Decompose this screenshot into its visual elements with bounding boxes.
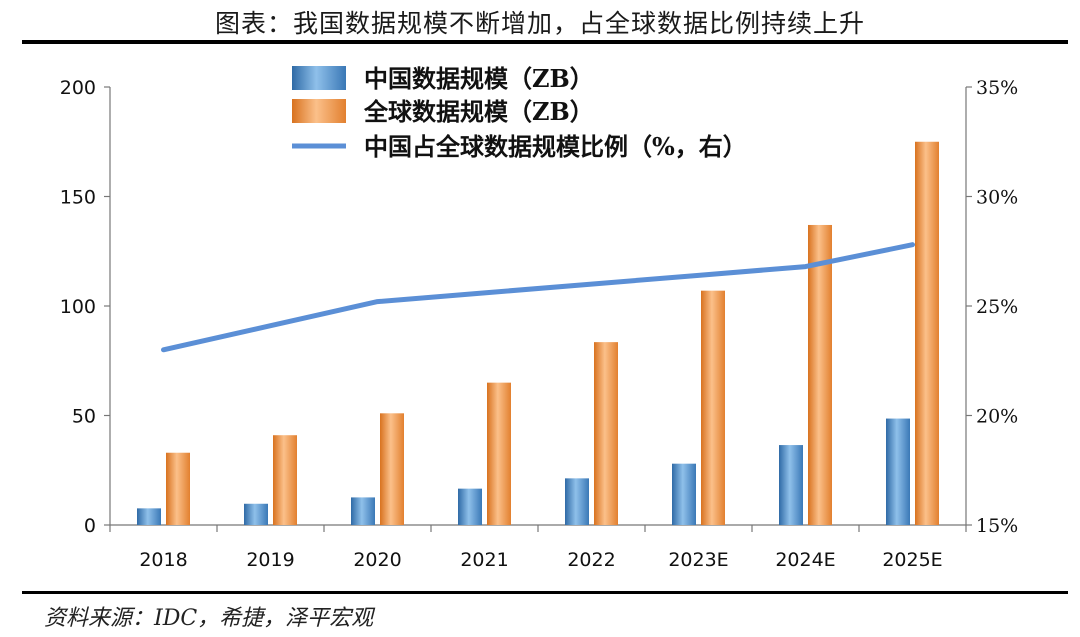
- chart-title: 图表：我国数据规模不断增加，占全球数据比例持续上升: [214, 9, 865, 38]
- bar-global: [273, 435, 297, 525]
- x-tick-label: 2025E: [882, 549, 942, 571]
- left-tick-label: 150: [60, 187, 96, 209]
- x-tick-label: 2024E: [775, 549, 835, 571]
- bar-china: [779, 445, 803, 525]
- bar-china: [137, 508, 161, 525]
- bar-china: [565, 478, 589, 525]
- bar-china: [886, 418, 910, 525]
- bar-china: [351, 497, 375, 525]
- bar-global: [166, 452, 190, 525]
- x-tick-label: 2019: [246, 549, 294, 571]
- bar-china: [244, 503, 268, 525]
- left-tick-label: 100: [60, 296, 96, 318]
- x-tick-label: 2020: [353, 549, 401, 571]
- right-tick-label: 15%: [976, 515, 1018, 537]
- bar-china: [458, 488, 482, 525]
- legend-label: 中国占全球数据规模比例（%，右）: [364, 132, 747, 161]
- x-tick-label: 2018: [139, 549, 187, 571]
- bar-global: [915, 141, 939, 525]
- right-tick-label: 30%: [976, 187, 1018, 209]
- legend-swatch-global: [292, 99, 346, 123]
- bar-global: [701, 290, 725, 525]
- x-tick-label: 2023E: [668, 549, 728, 571]
- bar-global: [487, 382, 511, 525]
- legend-swatch-china: [292, 66, 346, 90]
- x-tick-label: 2021: [460, 549, 508, 571]
- ratio-line: [161, 242, 915, 353]
- right-tick-label: 25%: [976, 296, 1018, 318]
- x-tick-label: 2022: [567, 549, 615, 571]
- bar-china: [672, 463, 696, 525]
- bottom-rule: [22, 591, 1068, 594]
- top-rule: [22, 40, 1068, 44]
- bar-global: [808, 224, 832, 525]
- left-tick-label: 0: [84, 515, 96, 537]
- legend-label: 全球数据规模（ZB）: [363, 97, 594, 126]
- bar-global: [380, 413, 404, 525]
- right-tick-label: 35%: [976, 77, 1018, 99]
- left-tick-label: 50: [72, 406, 96, 428]
- right-tick-label: 20%: [976, 406, 1018, 428]
- legend-label: 中国数据规模（ZB）: [364, 64, 594, 93]
- left-tick-label: 200: [60, 77, 96, 99]
- bar-global: [594, 342, 618, 525]
- source-note: 资料来源：IDC，希捷，泽平宏观: [44, 606, 374, 631]
